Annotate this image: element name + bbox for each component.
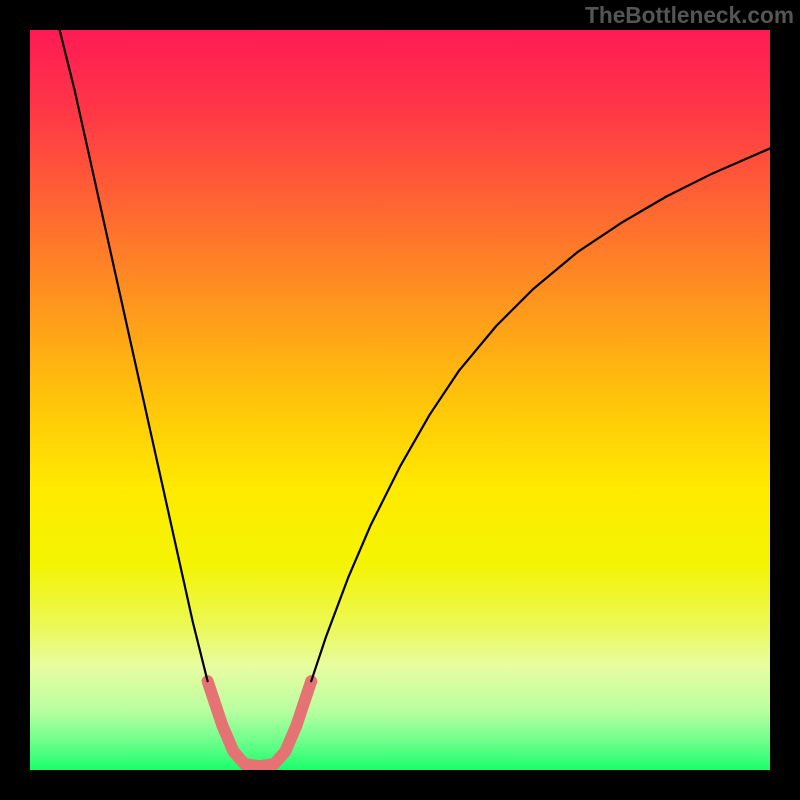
- bottleneck-curve-right: [311, 148, 770, 681]
- bottleneck-curve-layer: [30, 30, 770, 770]
- watermark-text: TheBottleneck.com: [585, 2, 794, 29]
- plot-area: [30, 30, 770, 770]
- optimal-range-highlight: [208, 681, 312, 766]
- bottleneck-curve-left: [60, 30, 208, 681]
- chart-frame: [0, 0, 800, 800]
